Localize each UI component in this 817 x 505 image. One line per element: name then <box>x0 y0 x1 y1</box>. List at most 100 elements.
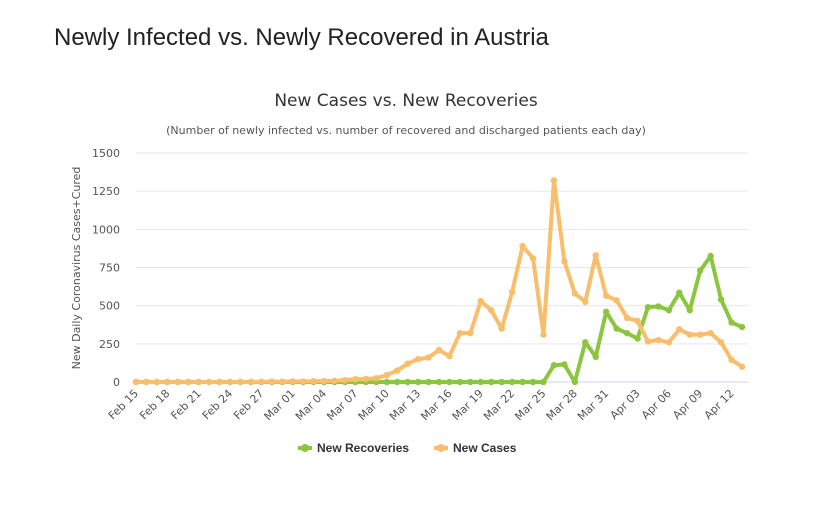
data-point[interactable] <box>320 377 328 385</box>
data-point[interactable] <box>132 378 140 386</box>
data-point[interactable] <box>488 378 495 386</box>
data-point[interactable] <box>738 363 746 370</box>
data-point[interactable] <box>592 353 599 361</box>
data-point[interactable] <box>613 297 620 304</box>
grid-lines <box>136 152 748 383</box>
data-point[interactable] <box>310 378 317 385</box>
data-point[interactable] <box>247 378 255 386</box>
data-point[interactable] <box>498 325 505 332</box>
data-point[interactable] <box>519 378 526 386</box>
data-point[interactable] <box>508 288 516 296</box>
data-point[interactable] <box>477 297 484 305</box>
data-point[interactable] <box>404 378 411 386</box>
data-point[interactable] <box>529 378 537 386</box>
data-point[interactable] <box>414 355 422 363</box>
data-point[interactable] <box>279 378 286 385</box>
legend-item-new-cases[interactable]: New Cases <box>434 441 517 455</box>
data-point[interactable] <box>550 177 558 184</box>
data-point[interactable] <box>425 378 432 386</box>
data-point[interactable] <box>529 255 537 262</box>
data-point[interactable] <box>383 378 390 386</box>
data-point[interactable] <box>561 361 568 368</box>
x-tick-label: Feb 15 <box>106 387 141 422</box>
data-point[interactable] <box>665 339 673 346</box>
data-point[interactable] <box>592 252 599 259</box>
data-point[interactable] <box>143 378 150 386</box>
data-point[interactable] <box>571 378 579 386</box>
data-point[interactable] <box>153 378 161 386</box>
data-point[interactable] <box>331 377 338 384</box>
data-point[interactable] <box>738 323 746 331</box>
data-point[interactable] <box>205 378 213 386</box>
data-point[interactable] <box>414 378 422 386</box>
legend-label: New Recoveries <box>317 441 409 455</box>
data-point[interactable] <box>717 296 725 303</box>
data-point[interactable] <box>571 290 579 297</box>
data-point[interactable] <box>540 331 547 338</box>
data-point[interactable] <box>383 371 390 379</box>
data-point[interactable] <box>467 329 474 337</box>
data-point[interactable] <box>237 378 244 386</box>
data-point[interactable] <box>226 378 234 386</box>
data-point[interactable] <box>623 329 631 337</box>
data-point[interactable] <box>697 331 704 338</box>
data-point[interactable] <box>623 314 631 322</box>
legend-item-new-recoveries[interactable]: New Recoveries <box>298 441 409 455</box>
data-point[interactable] <box>394 378 401 386</box>
data-point[interactable] <box>258 378 265 385</box>
data-point[interactable] <box>707 252 714 260</box>
data-point[interactable] <box>644 303 652 311</box>
data-point[interactable] <box>435 346 443 354</box>
legend[interactable]: New Recoveries New Cases <box>298 441 517 455</box>
data-point[interactable] <box>644 338 652 345</box>
data-point[interactable] <box>602 292 610 299</box>
data-point[interactable] <box>676 289 683 296</box>
data-point[interactable] <box>707 329 714 337</box>
data-point[interactable] <box>435 378 443 386</box>
data-point[interactable] <box>456 378 464 386</box>
data-point[interactable] <box>602 308 610 315</box>
data-point[interactable] <box>185 378 192 386</box>
data-point[interactable] <box>467 378 474 386</box>
data-point[interactable] <box>488 307 495 314</box>
data-point[interactable] <box>164 378 171 386</box>
data-point[interactable] <box>697 267 704 274</box>
data-point[interactable] <box>655 303 662 310</box>
data-point[interactable] <box>289 378 296 385</box>
data-point[interactable] <box>613 325 620 332</box>
data-point[interactable] <box>582 339 589 346</box>
data-point[interactable] <box>561 258 568 265</box>
data-point[interactable] <box>425 354 432 361</box>
data-point[interactable] <box>446 378 453 386</box>
data-point[interactable] <box>686 331 693 338</box>
data-point[interactable] <box>195 378 202 386</box>
data-point[interactable] <box>394 367 401 374</box>
data-point[interactable] <box>216 378 223 386</box>
data-point[interactable] <box>268 378 276 385</box>
data-point[interactable] <box>508 378 516 386</box>
data-point[interactable] <box>634 317 641 325</box>
data-point[interactable] <box>686 307 693 314</box>
data-point[interactable] <box>582 298 589 306</box>
data-point[interactable] <box>676 326 683 333</box>
data-point[interactable] <box>174 378 181 386</box>
data-point[interactable] <box>728 356 735 364</box>
data-point[interactable] <box>362 375 370 383</box>
data-point[interactable] <box>446 352 453 360</box>
data-point[interactable] <box>550 362 558 369</box>
data-point[interactable] <box>477 378 484 386</box>
data-point[interactable] <box>540 378 547 386</box>
data-point[interactable] <box>717 339 725 346</box>
data-point[interactable] <box>498 378 505 386</box>
data-point[interactable] <box>341 376 349 384</box>
data-point[interactable] <box>352 376 359 383</box>
data-point[interactable] <box>634 335 641 342</box>
data-point[interactable] <box>373 374 380 382</box>
data-point[interactable] <box>299 378 307 385</box>
data-point[interactable] <box>655 336 662 344</box>
data-point[interactable] <box>519 242 526 250</box>
data-point[interactable] <box>404 360 411 367</box>
data-point[interactable] <box>665 307 673 314</box>
data-point[interactable] <box>456 329 464 337</box>
data-point[interactable] <box>728 319 735 326</box>
